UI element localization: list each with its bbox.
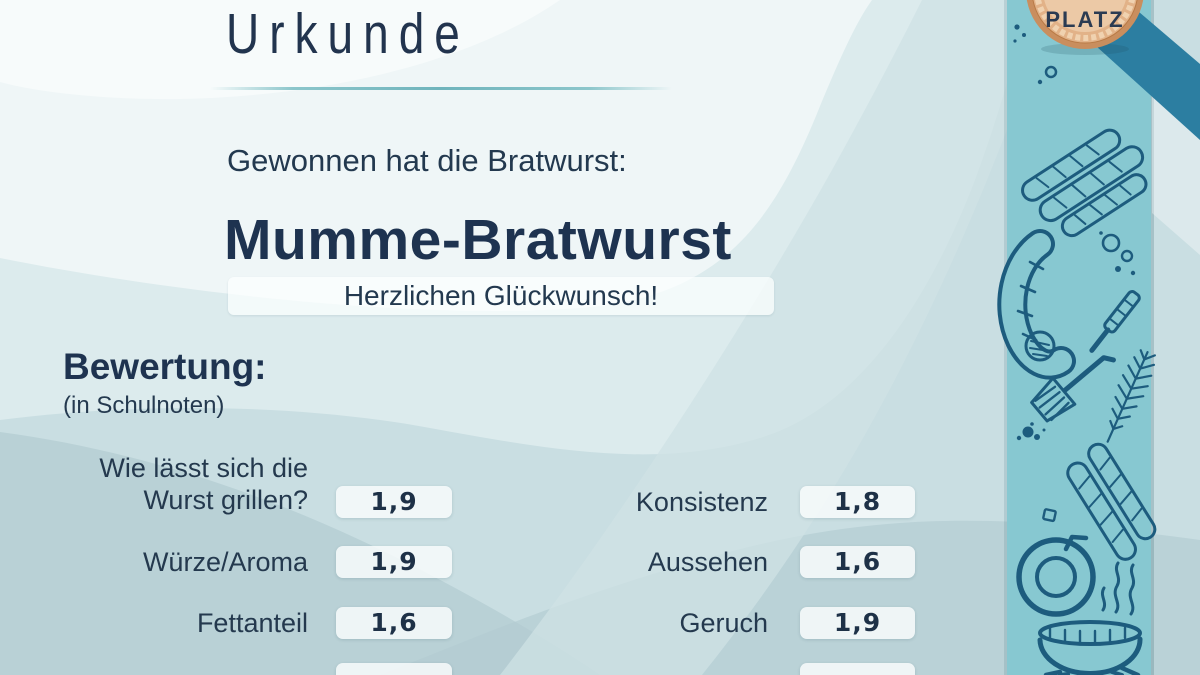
rating-label-fettanteil: Fettanteil — [196, 608, 308, 638]
medal: PLATZ — [1026, 0, 1144, 55]
rating-label-grillen: Wie lässt sich die Wurst grillen? — [40, 452, 308, 516]
congrats-banner: Herzlichen Glückwunsch! — [228, 277, 774, 315]
medal-text: PLATZ — [1045, 7, 1124, 32]
rating-heading: Bewertung: — [63, 346, 267, 387]
spatula-icon — [1030, 355, 1116, 423]
burger-patty-icon — [1024, 330, 1056, 362]
rating-label-wuerze-aroma: Würze/Aroma — [142, 547, 308, 577]
ribbon-highlight — [1152, 95, 1200, 255]
curved-sausage-icon — [997, 229, 1076, 380]
rating-label-line: Wie lässt sich die — [99, 453, 308, 483]
rating-label-konsistenz: Konsistenz — [635, 487, 768, 517]
rating-value-konsistenz: 1,8 — [800, 486, 915, 518]
herb-icon — [1106, 349, 1156, 443]
rating-label-geruch: Geruch — [679, 608, 768, 638]
rating-value-grillen: 1,9 — [336, 486, 452, 518]
banner-right-shadow — [1151, 0, 1154, 675]
winner-name: Mumme-Bratwurst — [224, 208, 732, 272]
bubbles-small-icon — [1037, 65, 1058, 85]
cube-icon — [1042, 508, 1057, 523]
rating-value-box-partial — [336, 663, 452, 675]
rating-value-box-partial — [800, 663, 915, 675]
specks-icon — [1013, 24, 1026, 43]
rating-value-aussehen: 1,6 — [800, 546, 915, 578]
title-divider — [210, 87, 672, 90]
rating-subheading: (in Schulnoten) — [63, 392, 225, 419]
rating-value-geruch: 1,9 — [800, 607, 915, 639]
sausage-pair-icon — [1066, 442, 1157, 561]
rating-label-line: Wurst grillen? — [143, 485, 308, 515]
splatter-icon — [1016, 422, 1046, 441]
rating-label-aussehen: Aussehen — [647, 547, 768, 577]
sausages-trio-icon — [1021, 128, 1148, 238]
intro-text: Gewonnen hat die Bratwurst: — [227, 143, 627, 178]
rating-value-fettanteil: 1,6 — [336, 607, 452, 639]
bubbles-icon — [1099, 231, 1136, 276]
skewer-icon — [1089, 290, 1141, 353]
rating-value-wuerze-aroma: 1,9 — [336, 546, 452, 578]
page-title: Urkunde — [226, 1, 470, 65]
